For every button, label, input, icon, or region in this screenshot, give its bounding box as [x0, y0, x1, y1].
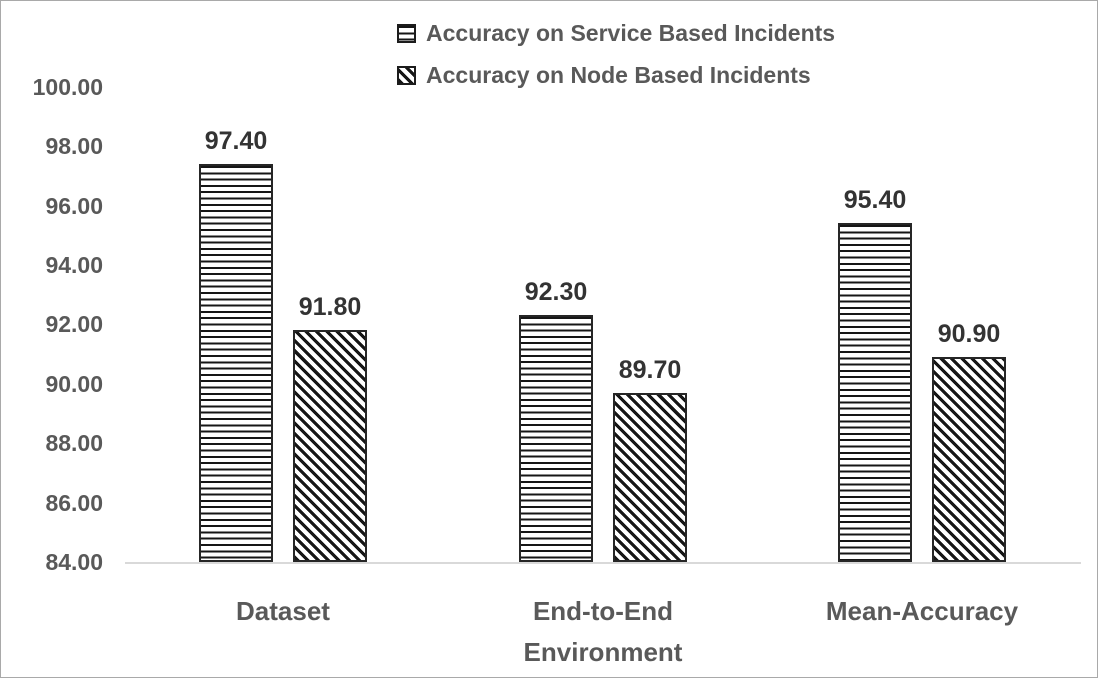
- bar-value-label: 97.40: [204, 127, 268, 156]
- category-label: End-to-End Environment: [523, 596, 683, 667]
- bar-series1-group3: [838, 223, 912, 562]
- y-tick-label: 88.00: [45, 430, 103, 457]
- legend-label-node: Accuracy on Node Based Incidents: [426, 61, 811, 88]
- bar-value-label: 89.70: [618, 355, 682, 384]
- bar-value-label: 91.80: [298, 293, 362, 322]
- y-tick-label: 86.00: [45, 489, 103, 516]
- legend-swatch-diagonal-lines-icon: [397, 65, 416, 85]
- y-tick-label: 84.00: [45, 549, 103, 575]
- legend-item-service: Accuracy on Service Based Incidents: [397, 19, 836, 46]
- bar-series2-group3: [932, 357, 1006, 562]
- bar-series1-group1: [199, 164, 273, 562]
- y-tick-label: 94.00: [45, 252, 103, 278]
- chart-legend: Accuracy on Service Based Incidents Accu…: [397, 19, 836, 105]
- category-label: Mean-Accuracy: [825, 596, 1019, 626]
- bar-series2-group1: [293, 330, 367, 562]
- y-tick-label: 96.00: [45, 192, 103, 219]
- bar-value-label: 90.90: [937, 320, 1001, 349]
- legend-swatch-horizontal-lines-icon: [397, 23, 416, 43]
- x-axis-line: [125, 562, 1081, 564]
- legend-item-node: Accuracy on Node Based Incidents: [397, 61, 835, 88]
- bar-series1-group2: [519, 315, 593, 562]
- y-tick-label: 100.00: [32, 73, 103, 100]
- bar-series2-group2: [613, 392, 687, 562]
- y-tick-label: 98.00: [45, 133, 103, 160]
- legend-label-service: Accuracy on Service Based Incidents: [426, 19, 836, 46]
- y-tick-label: 90.00: [45, 370, 103, 397]
- category-label: Dataset: [236, 596, 330, 626]
- bar-value-label: 92.30: [524, 278, 588, 307]
- bar-value-label: 95.40: [843, 186, 907, 215]
- y-tick-label: 92.00: [45, 311, 103, 338]
